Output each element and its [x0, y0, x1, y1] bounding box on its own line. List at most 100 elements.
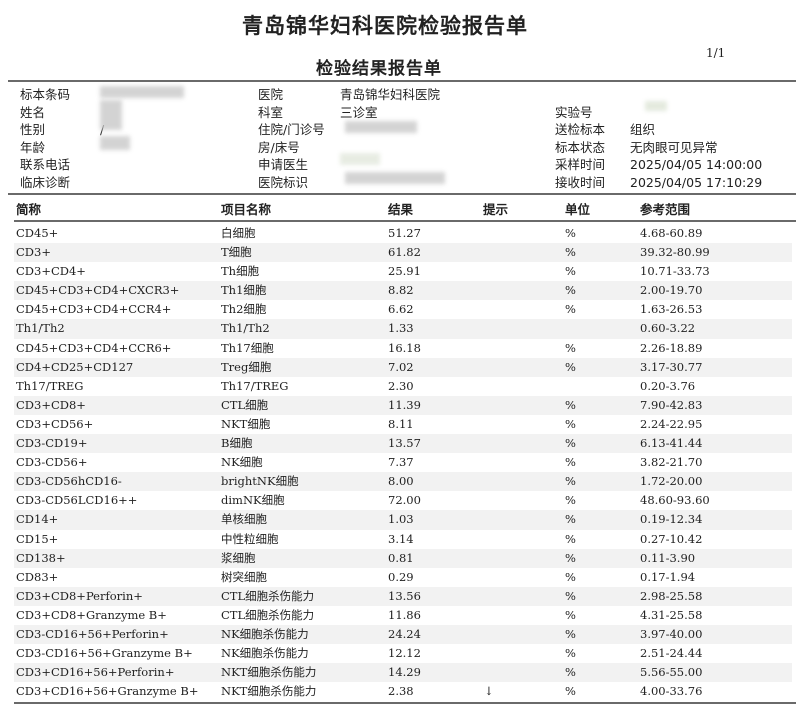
cell-result: 11.86 — [388, 607, 421, 622]
col-hint: 提示 — [483, 202, 509, 217]
results-table: CD45+ 白细胞 51.27% 4.68-60.89 CD3+ T细胞 61.82% 39.… — [14, 224, 792, 701]
cell-abbr: CD3+ — [16, 245, 51, 260]
table-header: 简称 项目名称 结果 提示 单位 参考范围 — [0, 199, 800, 219]
cell-unit: % — [565, 397, 576, 412]
cell-unit: % — [565, 607, 576, 622]
cell-range: 39.32-80.99 — [640, 245, 710, 260]
table-row: CD3+CD56+ NKT细胞 8.11% 2.24-22.95 — [14, 415, 792, 434]
info-value: 三诊室 — [340, 104, 378, 120]
info-label: 性别 — [20, 122, 46, 137]
cell-result: 8.00 — [388, 474, 414, 489]
cell-item: NKT细胞杀伤能力 — [221, 665, 317, 680]
cell-unit: % — [565, 569, 576, 584]
table-row: CD3+CD4+ Th细胞 25.91% 10.71-33.73 — [14, 262, 792, 281]
table-row: CD3-CD19+ B细胞 13.57% 6.13-41.44 — [14, 434, 792, 454]
cell-range: 2.24-22.95 — [640, 416, 703, 431]
info-label: 住院/门诊号 — [258, 122, 325, 137]
info-value: 青岛锦华妇科医院 — [340, 87, 441, 102]
cell-item: Th2细胞 — [221, 302, 267, 317]
cell-result: 11.39 — [388, 397, 421, 412]
cell-abbr: CD3-CD56+ — [16, 455, 88, 470]
info-value: 2025/04/05 17:10:29 — [630, 174, 763, 190]
cell-abbr: CD45+CD3+CD4+CCR4+ — [16, 302, 172, 317]
cell-item: dimNK细胞 — [221, 493, 285, 508]
cell-item: NKT细胞 — [221, 416, 271, 431]
cell-item: 单核细胞 — [221, 512, 267, 527]
cell-result: 16.18 — [388, 340, 421, 355]
cell-abbr: CD15+ — [16, 531, 59, 546]
redacted-barcode — [100, 86, 184, 98]
cell-unit: % — [565, 550, 576, 565]
cell-range: 2.00-19.70 — [640, 283, 703, 298]
cell-range: 2.26-18.89 — [640, 340, 703, 355]
cell-abbr: CD3-CD16+56+Granzyme B+ — [16, 646, 193, 661]
cell-range: 6.13-41.44 — [640, 436, 703, 451]
cell-result: 7.37 — [388, 455, 414, 470]
cell-result: 0.29 — [388, 569, 414, 584]
cell-unit: % — [565, 264, 576, 279]
table-row: CD3-CD56hCD16- brightNK细胞 8.00% 1.72-20.00 — [14, 472, 792, 492]
cell-result: 3.14 — [388, 531, 414, 546]
table-row: Th1/Th2 Th1/Th2 1.33 0.60-3.22 — [14, 319, 792, 339]
cell-range: 1.72-20.00 — [640, 474, 703, 489]
info-value: 2025/04/05 14:00:00 — [630, 157, 763, 172]
cell-item: NK细胞杀伤能力 — [221, 626, 309, 641]
col-unit: 单位 — [565, 202, 591, 217]
cell-item: brightNK细胞 — [221, 474, 299, 489]
cell-item: Th17细胞 — [221, 340, 274, 355]
cell-unit: % — [565, 646, 576, 661]
cell-result: 24.24 — [388, 626, 421, 641]
redacted-patient-number — [345, 121, 417, 133]
cell-range: 3.97-40.00 — [640, 626, 703, 641]
table-row: CD45+ 白细胞 51.27% 4.68-60.89 — [14, 224, 792, 243]
redacted-hospital-id — [345, 172, 445, 184]
table-row: CD45+CD3+CD4+CCR6+ Th17细胞 16.18% 2.26-18.89 — [14, 339, 792, 358]
cell-range: 48.60-93.60 — [640, 493, 710, 508]
cell-item: Th1细胞 — [221, 283, 267, 298]
cell-abbr: CD3+CD16+56+Perforin+ — [16, 665, 175, 680]
table-row: CD83+ 树突细胞 0.29% 0.17-1.94 — [14, 568, 792, 587]
info-label: 实验号 — [555, 104, 593, 120]
cell-range: 0.17-1.94 — [640, 569, 696, 584]
cell-unit: % — [565, 588, 576, 603]
cell-unit: % — [565, 531, 576, 546]
table-row: CD3+CD8+ CTL细胞 11.39% 7.90-42.83 — [14, 395, 792, 415]
info-label: 医院标识 — [258, 174, 309, 190]
cell-result: 12.12 — [388, 646, 421, 661]
table-row: CD45+CD3+CD4+CXCR3+ Th1细胞 8.82% 2.00-19.70 — [14, 281, 792, 301]
divider — [14, 220, 796, 222]
table-row: CD3+CD8+Granzyme B+ CTL细胞杀伤能力 11.86% 4.31-2… — [14, 606, 792, 625]
cell-result: 13.56 — [388, 588, 421, 603]
cell-item: Treg细胞 — [221, 359, 272, 374]
cell-item: 白细胞 — [221, 226, 256, 240]
cell-range: 2.51-24.44 — [640, 646, 703, 661]
redacted-age — [100, 136, 130, 150]
col-abbr: 简称 — [16, 202, 42, 217]
redacted-lab-number — [645, 101, 667, 111]
cell-result: 1.03 — [388, 512, 414, 527]
cell-abbr: CD3-CD16+56+Perforin+ — [16, 626, 169, 641]
info-label: 年龄 — [20, 139, 46, 155]
table-row: CD138+ 浆细胞 0.81% 0.11-3.90 — [14, 548, 792, 568]
cell-result: 61.82 — [388, 245, 421, 260]
cell-hint: ↓ — [484, 684, 494, 699]
cell-range: 0.11-3.90 — [640, 550, 696, 565]
cell-abbr: CD3+CD8+Granzyme B+ — [16, 607, 167, 622]
cell-abbr: CD45+CD3+CD4+CCR6+ — [16, 340, 172, 355]
cell-result: 2.38 — [388, 684, 414, 699]
redacted-name — [100, 100, 122, 130]
info-value: 组织 — [630, 122, 656, 137]
cell-abbr: CD83+ — [16, 569, 59, 584]
cell-range: 1.63-26.53 — [640, 302, 703, 317]
cell-abbr: CD138+ — [16, 550, 66, 565]
cell-unit: % — [565, 493, 576, 508]
info-value: 无肉眼可见异常 — [630, 139, 718, 155]
cell-range: 5.56-55.00 — [640, 665, 703, 680]
col-item: 项目名称 — [221, 202, 272, 217]
cell-item: B细胞 — [221, 436, 253, 451]
cell-item: CTL细胞杀伤能力 — [221, 588, 315, 603]
cell-unit: % — [565, 512, 576, 527]
cell-range: 0.20-3.76 — [640, 378, 696, 393]
cell-range: 3.17-30.77 — [640, 359, 703, 374]
redacted-doctor — [340, 153, 380, 165]
